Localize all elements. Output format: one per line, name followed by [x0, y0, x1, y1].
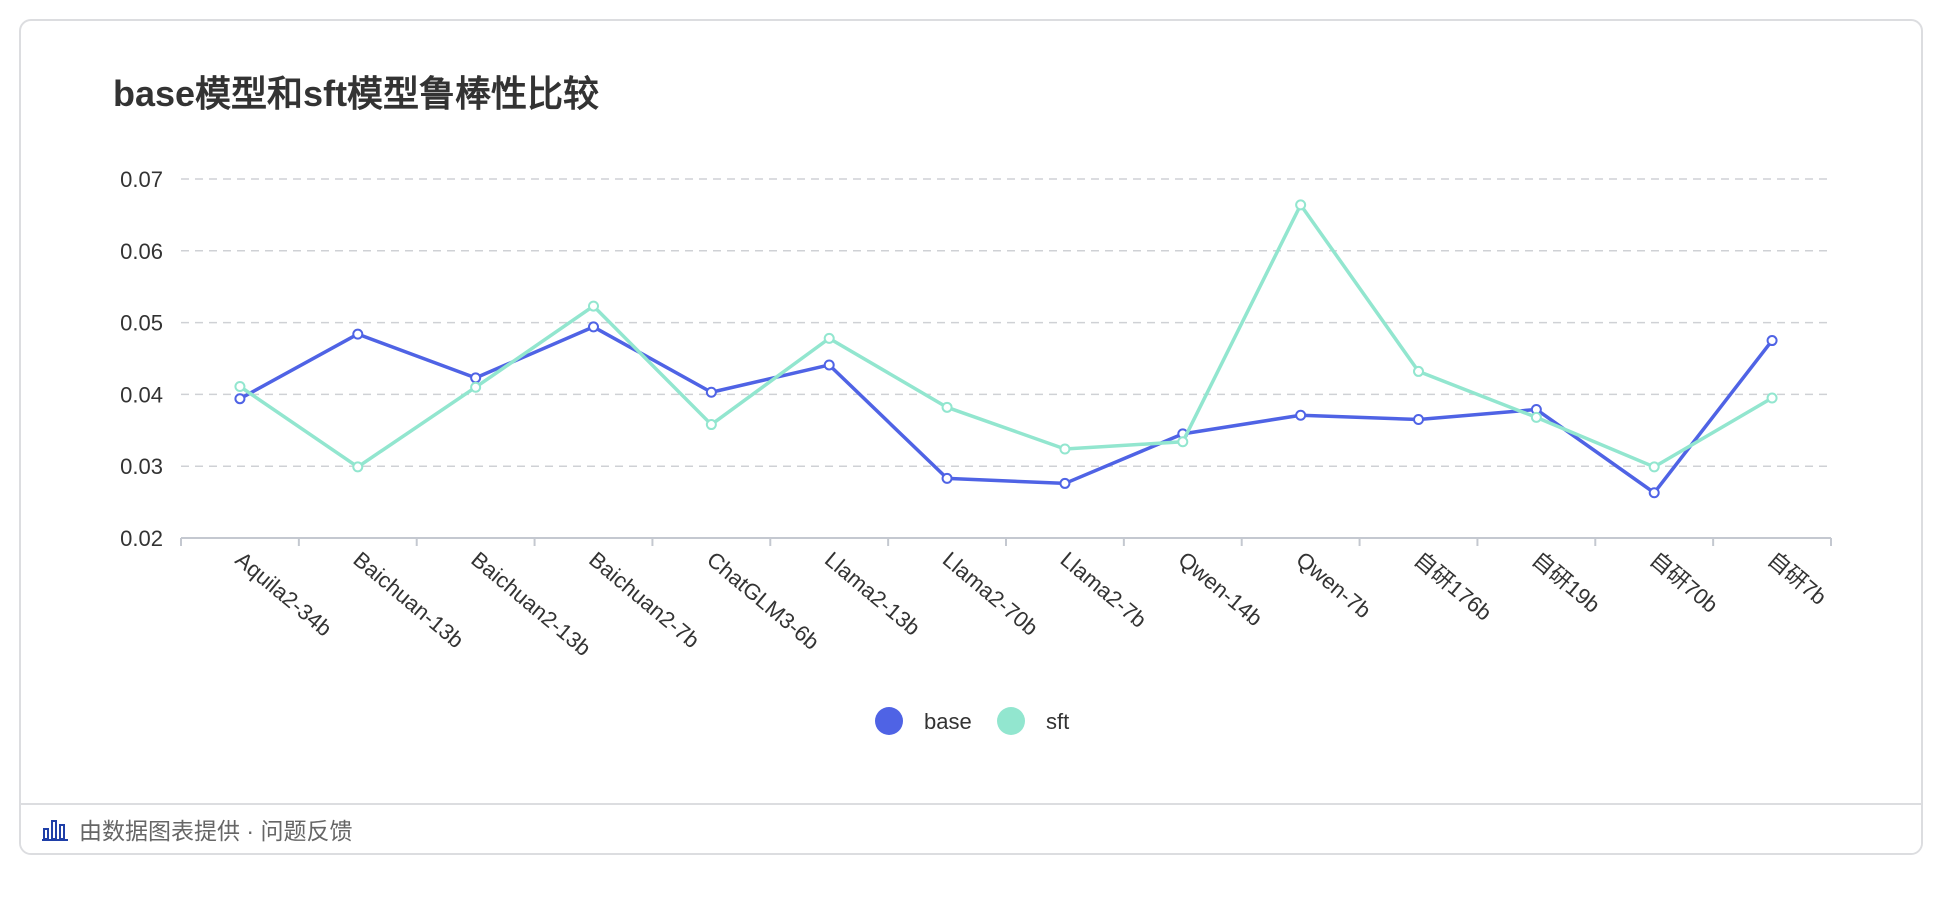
data-point-sft[interactable]: [470, 381, 482, 393]
x-tick-label: Baichuan2-7b: [584, 547, 704, 653]
x-tick-label: 自研7b: [1763, 547, 1832, 610]
x-tick-label: Baichuan-13b: [349, 547, 469, 653]
data-point-sft[interactable]: [823, 332, 835, 344]
data-point-sft[interactable]: [1295, 199, 1307, 211]
data-point-base[interactable]: [1295, 409, 1307, 421]
data-point-base[interactable]: [352, 328, 364, 340]
y-tick-label: 0.06: [120, 239, 163, 264]
chart-card: base模型和sft模型鲁棒性比较 0.02 0.03 0.04 0.05 0.06 0.…: [19, 19, 1923, 855]
chart-title: base模型和sft模型鲁棒性比较: [113, 73, 600, 114]
data-point-base[interactable]: [588, 321, 599, 333]
series-layer: [234, 199, 1778, 499]
x-tick-label: Qwen-14b: [1174, 547, 1268, 631]
data-point-base[interactable]: [941, 472, 953, 484]
data-point-sft[interactable]: [941, 401, 953, 413]
x-tick-label: Llama2-7b: [1056, 547, 1152, 633]
legend[interactable]: base sft: [875, 707, 1069, 735]
data-point-sft[interactable]: [234, 381, 246, 393]
data-point-sft[interactable]: [1413, 365, 1424, 377]
x-tick-label: Baichuan2-13b: [466, 547, 595, 661]
data-point-sft[interactable]: [1766, 392, 1778, 404]
x-tick-label: Aquila2-34b: [231, 547, 337, 642]
chart-footer: 由数据图表提供 · 问题反馈: [21, 803, 1921, 853]
data-point-base[interactable]: [705, 386, 717, 398]
data-point-sft[interactable]: [588, 300, 599, 312]
data-point-base[interactable]: [823, 359, 835, 371]
footer-credit[interactable]: 由数据图表提供 · 问题反馈: [79, 818, 353, 844]
data-point-base[interactable]: [1059, 477, 1071, 489]
data-point-base[interactable]: [1766, 335, 1778, 347]
y-tick-label: 0.07: [120, 167, 163, 192]
x-tick-label: ChatGLM3-6b: [702, 547, 824, 655]
y-tick-label: 0.02: [120, 526, 163, 551]
x-tick-label: 自研70b: [1645, 547, 1723, 618]
bar-chart-icon: [42, 820, 68, 841]
x-tick-label: Llama2-70b: [938, 547, 1043, 641]
series-line-base[interactable]: [239, 325, 1774, 495]
legend-swatch-base[interactable]: [875, 707, 903, 735]
legend-swatch-sft[interactable]: [997, 707, 1025, 735]
data-point-base[interactable]: [1648, 487, 1660, 499]
data-point-sft[interactable]: [1530, 411, 1542, 423]
y-tick-label: 0.05: [120, 311, 163, 336]
series-line-sft[interactable]: [238, 203, 1773, 469]
data-point-sft[interactable]: [1648, 461, 1660, 473]
grid-layer: [181, 178, 1831, 467]
legend-label-base[interactable]: base: [924, 709, 972, 734]
x-tick-label: Llama2-13b: [820, 547, 925, 641]
data-point-sft[interactable]: [1059, 443, 1071, 455]
x-tick-label: Qwen-7b: [1291, 547, 1375, 624]
x-tick-label: 自研176b: [1409, 547, 1496, 626]
legend-label-sft[interactable]: sft: [1046, 709, 1069, 734]
data-point-sft[interactable]: [705, 419, 717, 431]
data-point-base[interactable]: [470, 372, 482, 384]
data-point-base[interactable]: [234, 393, 246, 405]
y-tick-label: 0.04: [120, 382, 163, 407]
data-point-sft[interactable]: [352, 461, 364, 473]
y-tick-label: 0.03: [120, 454, 163, 479]
x-tick-label: 自研19b: [1527, 547, 1605, 618]
data-point-base[interactable]: [1413, 414, 1424, 426]
data-point-sft[interactable]: [1177, 436, 1189, 448]
